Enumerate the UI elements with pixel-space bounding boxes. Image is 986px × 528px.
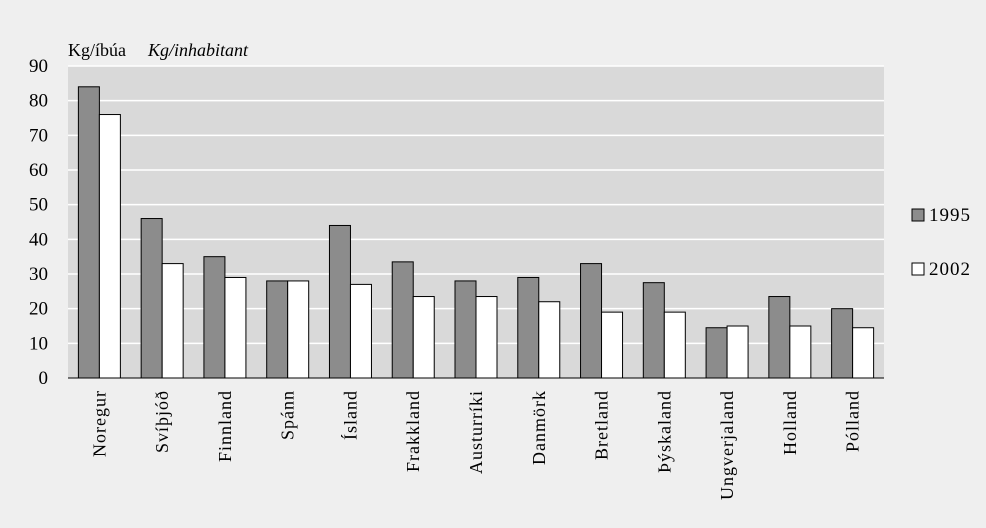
y-tick-label: 10: [29, 333, 48, 354]
bar-2002-0: [98, 114, 121, 379]
bar-2002-2: [224, 276, 247, 379]
bar-2002-3: [287, 280, 310, 379]
bar-1995-2: [203, 256, 226, 379]
bar-1995-9: [642, 282, 665, 379]
category-label: Þýskaland: [654, 390, 674, 473]
legend-swatch-2002: [911, 262, 925, 276]
bars: [77, 86, 875, 379]
y-tick-label: 0: [39, 368, 49, 389]
category-label: Noregur: [89, 390, 109, 457]
y-tick-label: 50: [29, 195, 48, 216]
unit-label-en: Kg/inhabitant: [147, 40, 249, 60]
bar-2002-10: [726, 325, 749, 379]
y-tick-label: 60: [29, 160, 48, 181]
category-label: Holland: [780, 390, 800, 455]
bar-2002-4: [349, 283, 372, 379]
legend-label-2002: 2002: [929, 259, 971, 280]
bar-1995-8: [580, 263, 603, 379]
y-tick-label: 20: [29, 299, 48, 320]
category-label: Ungverjaland: [717, 390, 737, 500]
y-tick-label: 80: [29, 91, 48, 112]
bar-2002-11: [789, 325, 812, 379]
bar-1995-0: [77, 86, 100, 379]
y-tick-label: 40: [29, 229, 48, 250]
bar-2002-7: [538, 301, 561, 379]
bar-2002-9: [663, 311, 686, 379]
category-label: Bretland: [592, 390, 612, 460]
bar-1995-3: [266, 280, 289, 379]
bar-2002-12: [852, 327, 875, 379]
bar-1995-11: [768, 296, 791, 379]
legend: 1995 2002: [911, 205, 971, 280]
y-tick-label: 70: [29, 125, 48, 146]
legend-swatch-1995: [911, 208, 925, 222]
y-tick-label: 90: [29, 56, 48, 77]
bar-1995-4: [328, 224, 351, 379]
category-label: Danmörk: [529, 390, 549, 465]
bar-1995-1: [140, 218, 163, 379]
y-tick-labels: 0 10 20 30 40 50 60 70 80 90: [29, 56, 48, 389]
x-tick-labels: Noregur Svíþjóð Finnland Spánn Ísland Frakkla…: [89, 390, 862, 500]
bar-1995-12: [831, 308, 854, 379]
bar-2002-6: [475, 296, 498, 379]
y-tick-label: 30: [29, 264, 48, 285]
bar-1995-7: [517, 276, 540, 379]
category-label: Frakkland: [403, 390, 423, 472]
bar-2002-8: [601, 311, 624, 379]
category-label: Spánn: [278, 390, 298, 440]
unit-label: Kg/íbúa: [68, 40, 126, 60]
bar-1995-5: [391, 261, 414, 379]
category-label: Austurríki: [466, 390, 486, 474]
category-label: Svíþjóð: [152, 390, 172, 453]
category-label: Pólland: [843, 390, 863, 452]
category-label: Finnland: [215, 390, 235, 462]
category-label: Ísland: [339, 390, 360, 440]
bar-1995-10: [705, 327, 728, 379]
bar-2002-1: [161, 263, 184, 379]
bar-1995-6: [454, 280, 477, 379]
legend-label-1995: 1995: [929, 205, 971, 226]
bar-2002-5: [412, 296, 435, 379]
